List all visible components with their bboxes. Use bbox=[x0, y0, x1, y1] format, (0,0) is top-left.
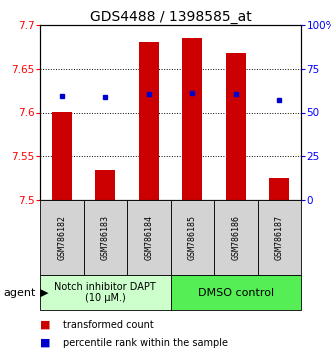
Bar bbox=[214, 200, 258, 275]
Text: GSM786185: GSM786185 bbox=[188, 215, 197, 260]
Bar bbox=[226, 53, 246, 200]
Text: agent: agent bbox=[3, 287, 36, 297]
Text: ■: ■ bbox=[40, 338, 51, 348]
Bar bbox=[182, 38, 202, 200]
Text: GSM786183: GSM786183 bbox=[101, 215, 110, 260]
Bar bbox=[95, 170, 115, 200]
Bar bbox=[83, 200, 127, 275]
Bar bbox=[170, 275, 301, 310]
Bar bbox=[139, 42, 159, 200]
Bar bbox=[170, 200, 214, 275]
Text: GSM786187: GSM786187 bbox=[275, 215, 284, 260]
Text: ▶: ▶ bbox=[40, 287, 48, 297]
Text: transformed count: transformed count bbox=[63, 320, 154, 330]
Title: GDS4488 / 1398585_at: GDS4488 / 1398585_at bbox=[90, 10, 251, 24]
Bar bbox=[40, 275, 170, 310]
Bar bbox=[40, 200, 83, 275]
Text: percentile rank within the sample: percentile rank within the sample bbox=[63, 338, 228, 348]
Text: GSM786184: GSM786184 bbox=[144, 215, 153, 260]
Text: ■: ■ bbox=[40, 320, 51, 330]
Bar bbox=[52, 112, 71, 200]
Bar bbox=[269, 178, 289, 200]
Text: DMSO control: DMSO control bbox=[198, 287, 274, 297]
Text: GSM786182: GSM786182 bbox=[57, 215, 66, 260]
Text: Notch inhibitor DAPT
(10 μM.): Notch inhibitor DAPT (10 μM.) bbox=[54, 282, 156, 303]
Bar bbox=[258, 200, 301, 275]
Text: GSM786186: GSM786186 bbox=[231, 215, 240, 260]
Bar bbox=[127, 200, 170, 275]
